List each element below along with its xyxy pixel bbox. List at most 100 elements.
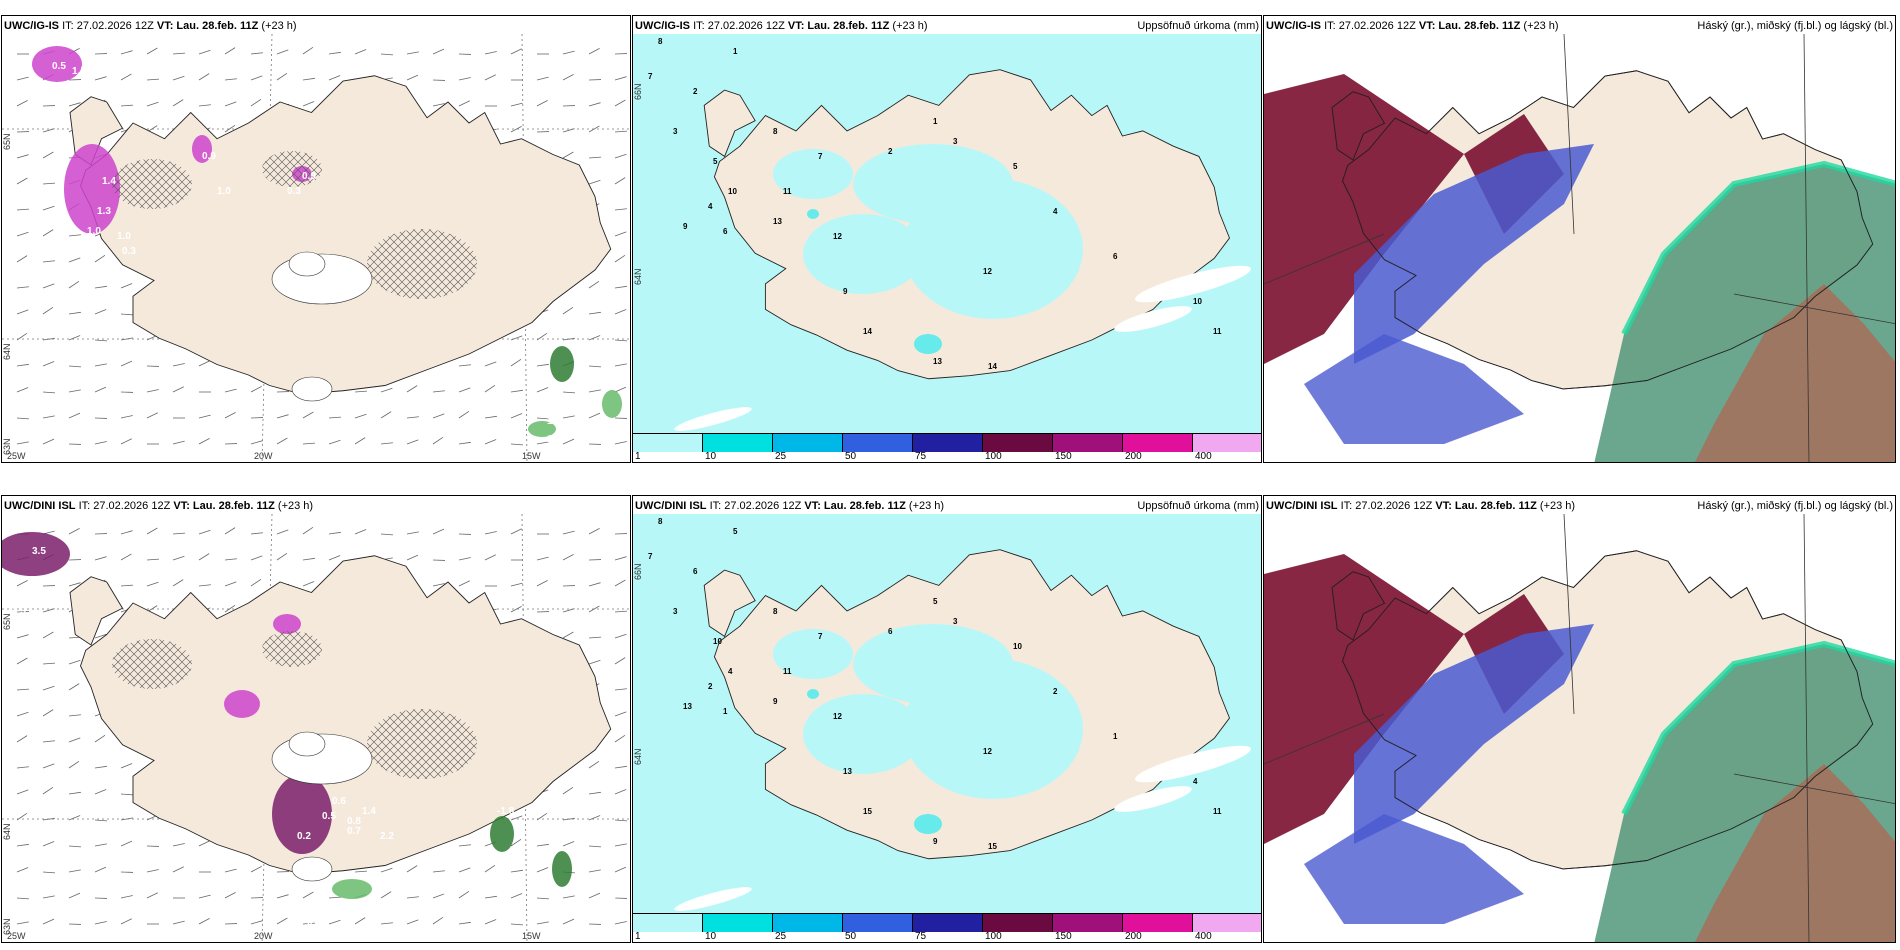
wind-barb — [406, 865, 418, 873]
wind-barb — [328, 555, 341, 561]
low-cloud — [1264, 554, 1464, 844]
wind-value-4: 1.0 — [117, 231, 131, 242]
wind-barb — [432, 916, 444, 925]
wind-barb — [224, 388, 237, 393]
wind-barb — [42, 841, 55, 847]
precip-blob — [64, 144, 120, 234]
model-label: UWC/DINI ISL — [4, 500, 76, 512]
wind-value-1: 1.0 — [87, 226, 101, 237]
wind-barb — [302, 581, 315, 587]
lead-time: (+23 h) — [277, 500, 314, 512]
wind-barb — [614, 556, 627, 561]
wind-value-8: 2.2 — [380, 831, 394, 842]
wind-barb — [224, 892, 236, 899]
colorbar-tick-label: 100 — [985, 931, 1002, 942]
wind-barb — [562, 530, 575, 535]
wind-value-12: 1.7 — [547, 434, 561, 445]
wind-barb — [406, 531, 419, 535]
wind-value-13: 0.2 — [297, 831, 311, 842]
wind-barb — [614, 254, 626, 263]
wind-value-0: 0.5 — [52, 61, 66, 72]
wind-barb — [614, 99, 626, 107]
wind-barb — [68, 815, 81, 821]
panel-title: Háský (gr.), miðský (fj.bl.) og lágský (… — [1697, 20, 1893, 32]
panel-header: UWC/DINI ISL IT: 27.02.2026 12Z VT: Lau.… — [1264, 498, 1895, 514]
wind-value-10: 1.5 — [442, 891, 456, 902]
precip-patch — [773, 629, 853, 679]
wind-barb — [16, 735, 28, 743]
iceland-coastline — [80, 555, 612, 875]
valid-time: VT: Lau. 28.feb. 11Z — [156, 20, 259, 32]
wind-barb — [536, 897, 549, 900]
wind-barb — [432, 48, 445, 55]
precip-value-9: 11 — [783, 667, 792, 676]
panel-igs-clouds: UWC/IG-IS IT: 27.02.2026 12Z VT: Lau. 28… — [1263, 15, 1896, 463]
wind-barb — [16, 580, 28, 587]
wind-barb — [68, 528, 80, 535]
precip-value-b-10: 12 — [983, 267, 992, 276]
lead-time: (+23 h) — [261, 20, 297, 32]
precip-value-b-11: 13 — [843, 767, 852, 776]
wind-value-8: 1.4 — [102, 176, 116, 187]
wind-barb — [224, 47, 236, 55]
wind-barb — [68, 365, 81, 368]
wind-barb — [458, 441, 471, 445]
wind-barb — [510, 413, 523, 419]
wind-barb — [172, 440, 185, 445]
wind-barb — [120, 895, 133, 899]
colorbar-segment — [633, 914, 703, 932]
wind-barb — [16, 867, 29, 873]
panel-header: UWC/IG-IS IT: 27.02.2026 12Z VT: Lau. 28… — [633, 18, 1261, 34]
wind-barb — [42, 786, 54, 795]
wind-barb — [406, 74, 419, 81]
init-time: IT: 27.02.2026 12Z — [78, 500, 171, 512]
wind-barb — [484, 384, 496, 393]
wind-barb — [68, 311, 81, 315]
wind-value-7: 0.7 — [347, 826, 361, 837]
wind-barb — [536, 921, 549, 925]
wind-barb — [198, 584, 211, 587]
init-time: IT: 27.02.2026 12Z — [709, 500, 802, 512]
wind-barb — [250, 578, 262, 587]
precip-blob — [32, 46, 82, 82]
colorbar-tick-label: 1 — [635, 931, 641, 942]
precip-value-b-8: 10 — [1193, 297, 1202, 306]
lat-label: 65N — [2, 133, 12, 150]
wind-barb — [536, 843, 549, 847]
colorbar-segment — [983, 914, 1053, 932]
wind-barb — [614, 441, 627, 445]
wind-barb — [276, 437, 288, 445]
wind-barb — [614, 363, 627, 367]
precip-patch — [803, 214, 923, 294]
wind-barb — [94, 556, 107, 561]
wind-barb — [42, 205, 55, 211]
wind-barb — [250, 98, 262, 107]
wind-barb — [68, 737, 81, 743]
wind-barb — [120, 840, 133, 847]
precip-value-b-6: 4 — [1053, 207, 1058, 216]
precip-patch — [803, 694, 923, 774]
wind-barb — [42, 685, 55, 691]
wind-barb — [172, 555, 185, 561]
wind-barb — [354, 870, 367, 873]
panel-title: Háský (gr.), miðský (fj.bl.) og lágský (… — [1697, 500, 1893, 512]
wind-barb — [16, 309, 29, 315]
wind-barb — [536, 417, 549, 420]
precip-blob — [550, 346, 574, 382]
wind-barb — [94, 633, 107, 639]
panel-igs-precip: UWC/IG-IS IT: 27.02.2026 12Z VT: Lau. 28… — [632, 15, 1262, 463]
wind-barb — [354, 49, 367, 55]
precip-value-7: 1 — [723, 707, 728, 716]
colorbar-segment — [703, 914, 773, 932]
precip-value-8: 10 — [728, 187, 737, 196]
wind-barb — [276, 552, 288, 561]
precip-value-3: 1 — [733, 47, 738, 56]
wind-barb — [42, 763, 55, 769]
wind-barb — [68, 714, 81, 717]
wind-barb — [16, 843, 29, 847]
wind-barb — [354, 390, 367, 393]
mid-cloud — [1304, 814, 1524, 924]
wind-barb — [406, 439, 419, 445]
precip-value-b-11: 9 — [843, 287, 848, 296]
colorbar-segment — [1193, 434, 1261, 452]
